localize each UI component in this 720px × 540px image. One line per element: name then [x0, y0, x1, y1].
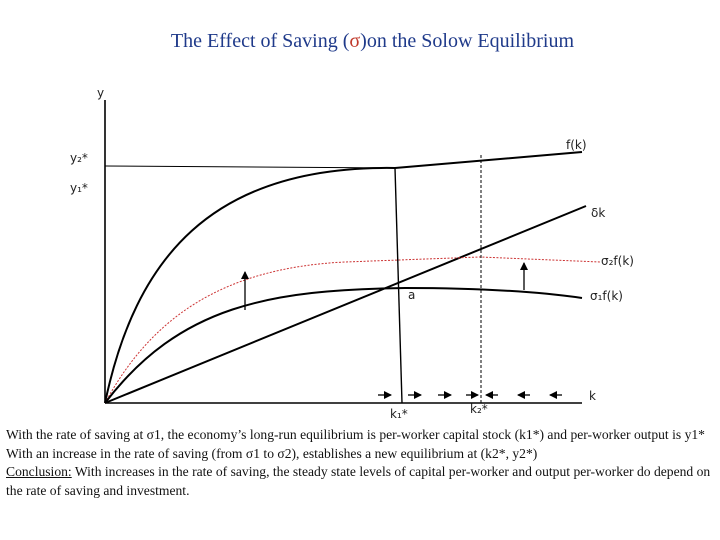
x-axis-label: k [589, 389, 596, 403]
high-saving-curve-label: σ₂f(k) [601, 254, 634, 268]
high-saving-curve [104, 256, 601, 404]
title-text-after: )on the Solow Equilibrium [360, 30, 575, 52]
depreciation-line [104, 205, 587, 404]
y1-star-guide [104, 165, 396, 169]
k2-star-label: k₂* [470, 402, 488, 416]
k1-star-label: k₁* [390, 407, 408, 421]
point-a-label: a [408, 288, 416, 302]
diagram-title: The Effect of Saving (σ)on the Solow Equ… [0, 30, 720, 53]
y-axis-label: y [97, 86, 105, 100]
y1-star-label: y₁* [70, 181, 88, 195]
caption-line-1: With the rate of saving at σ1, the econo… [6, 427, 705, 442]
low-saving-curve [104, 286, 583, 404]
caption: With the rate of saving at σ1, the econo… [6, 426, 716, 500]
low-saving-curve-label: σ₁f(k) [590, 289, 623, 303]
sigma-symbol: σ [349, 30, 361, 52]
title-text-before: The Effect of Saving ( [170, 30, 350, 52]
caption-conclusion: Conclusion: With increases in the rate o… [6, 463, 716, 500]
depreciation-line-label: δk [591, 206, 606, 220]
y2-star-label: y₂* [70, 151, 88, 165]
production-curve [104, 151, 583, 404]
production-curve-label: f(k) [566, 138, 587, 152]
conclusion-text: With increases in the rate of saving, th… [6, 464, 711, 498]
conclusion-label: Conclusion: [6, 464, 72, 480]
k1-star-guide [394, 167, 403, 404]
caption-line-2: With an increase in the rate of saving (… [6, 445, 538, 461]
